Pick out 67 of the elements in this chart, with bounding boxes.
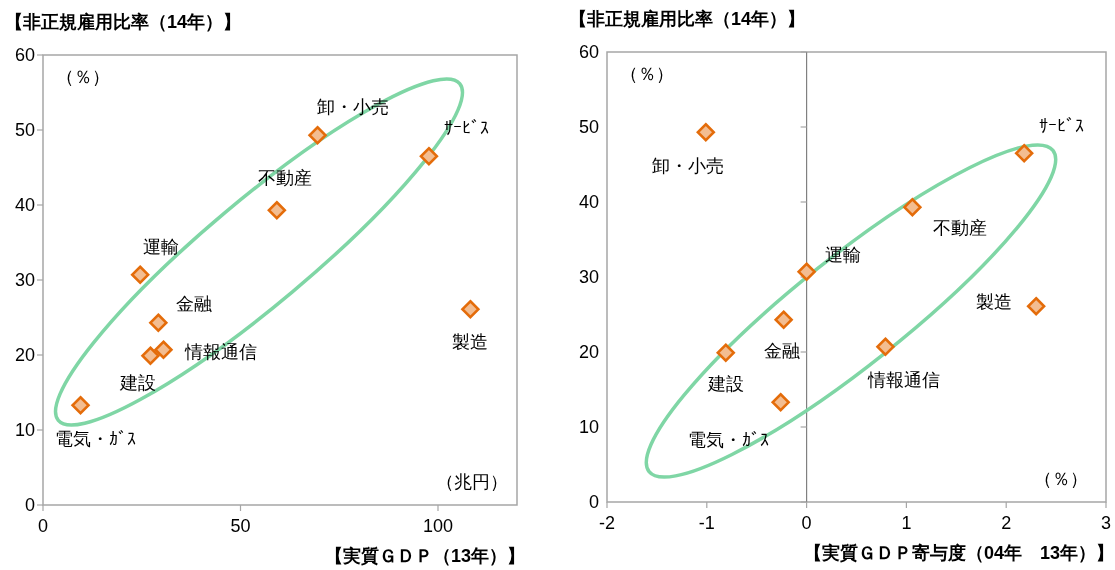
point (308, 126, 327, 145)
y-axis-title: 【非正規雇用比率（14年）】 (5, 12, 242, 32)
point (141, 346, 160, 365)
x-tick-label: 50 (230, 516, 251, 536)
series-label: 製造 (976, 292, 1013, 313)
annotation: （％） (1034, 469, 1088, 489)
series-label: 卸・小売 (651, 156, 724, 177)
point (149, 313, 168, 332)
y-axis-title: 【非正規雇用比率（14年）】 (569, 9, 806, 29)
series-label: 情報通信 (184, 341, 258, 362)
y-tick-label: 30 (578, 267, 599, 287)
x-axis-title: 【実質ＧＤＰ寄与度（04年 13年）】 (803, 543, 1114, 563)
x-tick-label: 0 (37, 516, 49, 536)
series-label: 金融 (176, 293, 213, 314)
y-tick-label: 30 (14, 270, 35, 290)
point (696, 123, 716, 142)
point (461, 300, 480, 319)
point (797, 262, 816, 281)
y-tick-label: 50 (578, 117, 599, 137)
series-label: ｻｰﾋﾞｽ (1038, 116, 1084, 137)
y-tick-label: 40 (578, 192, 599, 212)
x-tick-label: 3 (1100, 513, 1112, 533)
point (130, 265, 150, 284)
x-tick-label: 2 (1001, 513, 1012, 533)
x-axis-title: 【実質ＧＤＰ（13年）】 (324, 546, 525, 566)
series-label: 建設 (706, 373, 744, 394)
x-tick-label: 100 (422, 516, 454, 536)
series-label: 製造 (452, 332, 489, 353)
x-tick-label: -1 (698, 513, 715, 533)
point (154, 340, 173, 359)
series-label: 情報通信 (867, 369, 941, 390)
point (774, 310, 793, 329)
y-tick-label: 10 (14, 420, 35, 440)
y-tick-label: 20 (578, 342, 599, 362)
y-tick-label: 60 (578, 42, 599, 62)
y-tick-label: 60 (14, 45, 35, 65)
series-label: 不動産 (933, 218, 988, 239)
annotation: （兆円） (436, 472, 508, 492)
point (903, 198, 922, 217)
y-tick-label: 20 (14, 345, 35, 365)
x-tick-label: -2 (598, 513, 616, 533)
point (71, 396, 90, 415)
series-label: 不動産 (257, 168, 312, 189)
x-tick-label: 0 (801, 513, 812, 533)
point (716, 343, 736, 362)
annotation: （％） (56, 67, 110, 87)
point (1014, 144, 1034, 163)
y-tick-label: 50 (14, 120, 35, 140)
series-label: 金融 (763, 340, 800, 361)
x-tick-label: 1 (901, 513, 912, 533)
point (419, 147, 439, 166)
series-label: 運輸 (824, 244, 861, 265)
series-label: 電気・ｶﾞｽ (688, 430, 770, 451)
point (771, 393, 790, 412)
y-tick-label: 10 (578, 417, 599, 437)
point (267, 201, 287, 220)
point (876, 337, 895, 356)
y-tick-label: 0 (24, 495, 35, 515)
series-label: 運輸 (143, 236, 180, 257)
point (1026, 297, 1046, 316)
series-label: 建設 (119, 372, 157, 393)
y-tick-label: 0 (588, 492, 599, 512)
annotation: （％） (620, 64, 674, 84)
series-label: 電気・ｶﾞｽ (55, 429, 137, 450)
y-tick-label: 40 (14, 195, 35, 215)
series-label: ｻｰﾋﾞｽ (444, 118, 490, 139)
series-label: 卸・小売 (316, 97, 389, 118)
